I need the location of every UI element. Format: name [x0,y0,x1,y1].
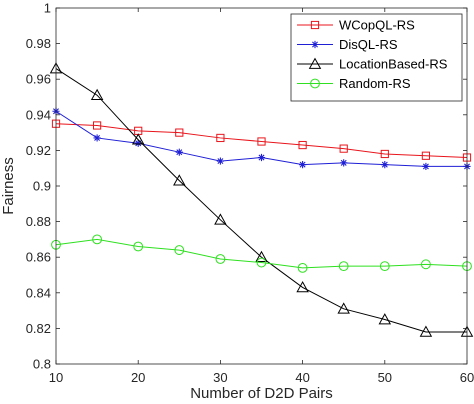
x-tick-label: 20 [131,370,145,385]
legend-marker [308,57,322,69]
series-layer [49,62,474,337]
data-point [214,213,227,225]
x-axis-label: Number of D2D Pairs [190,385,333,402]
data-point [216,157,224,165]
data-point [173,174,186,186]
series-disql-rs [52,107,471,171]
legend-marker [310,78,320,89]
data-point [215,254,226,264]
legend-label: LocationBased-RS [339,57,448,72]
x-tick-label: 50 [378,370,392,385]
data-point [419,325,433,337]
data-point [90,88,104,101]
data-point [422,162,430,171]
y-tick-label: 0.82 [26,321,51,336]
data-point [296,281,309,293]
y-tick-label: 0.98 [26,36,51,51]
legend-entry: Random-RS [297,76,411,91]
y-tick-label: 0.9 [33,179,51,194]
data-point [255,250,268,263]
series-random-rs [51,234,472,273]
series-line [55,123,468,159]
data-point [299,161,307,169]
legend-entry: DisQL-RS [297,37,398,52]
data-point [340,159,348,167]
data-point [379,261,390,272]
legend-label: Random-RS [339,76,411,91]
x-tick-label: 30 [213,370,227,385]
legend-label: WCopQL-RS [339,18,415,33]
data-point [257,137,266,146]
data-point [92,234,102,245]
data-point [256,257,267,268]
x-tick-label: 40 [295,370,309,385]
series-line [55,68,467,333]
legend-box [290,13,463,102]
data-point [339,144,348,153]
data-point [93,134,101,142]
x-tick-label: 10 [49,370,63,385]
y-tick-label: 0.86 [26,250,51,265]
legend-marker [311,40,319,49]
y-tick-label: 0.94 [26,107,51,122]
legend-marker [310,20,320,30]
data-point [421,259,431,270]
legend-label: DisQL-RS [339,37,398,52]
legend-entry: LocationBased-RS [297,57,448,72]
legend: WCopQL-RS DisQL-RS LocationBased-RS Random-… [290,13,463,102]
data-point [298,140,307,150]
data-point [131,133,145,145]
series-line [55,238,468,269]
data-point [421,151,430,160]
data-point [175,148,183,156]
y-axis-label: Fairness [0,157,17,215]
y-tick-label: 0.8 [33,357,51,372]
data-point [216,133,225,143]
data-point [380,149,389,159]
ticks-layer: 10 20 30 40 50 60 0.8 0.82 0.84 0.86 0.88 0.9 0.92 0.… [26,1,474,386]
y-tick-label: 0.96 [26,72,51,87]
y-tick-label: 1 [44,1,51,16]
y-tick-label: 0.88 [26,214,51,229]
data-point [93,121,102,130]
data-point [133,241,144,252]
x-tick-label: 60 [460,370,474,385]
data-point [134,139,142,147]
data-point [175,128,184,137]
y-tick-label: 0.92 [26,143,51,158]
data-point [338,261,349,272]
data-point [378,313,392,325]
data-point [381,161,389,169]
data-point [337,302,350,314]
data-point [174,245,185,255]
y-tick-label: 0.84 [26,285,51,300]
legend-entry: WCopQL-RS [297,18,415,33]
data-point [257,153,266,162]
data-point [297,262,308,273]
